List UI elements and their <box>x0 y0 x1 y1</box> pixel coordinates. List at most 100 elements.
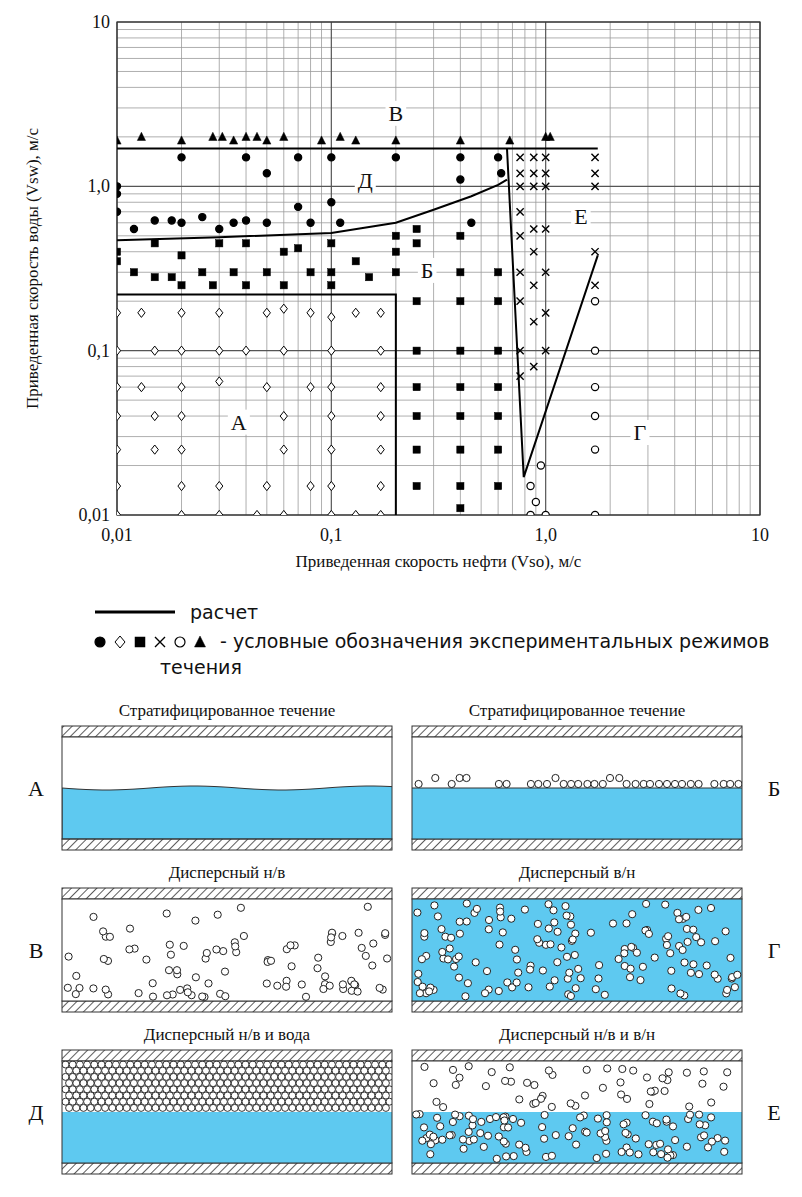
droplet <box>684 938 691 945</box>
data-point <box>495 298 502 305</box>
droplet <box>180 942 187 949</box>
data-point <box>457 505 464 512</box>
data-point <box>178 510 185 515</box>
minor-grid-y <box>117 37 760 38</box>
droplet <box>456 774 463 781</box>
pipe-bg <box>62 899 392 1001</box>
droplet <box>149 980 156 987</box>
droplet <box>595 975 602 982</box>
droplet <box>606 774 613 781</box>
droplet <box>482 1083 489 1090</box>
droplet <box>484 1132 491 1139</box>
data-point <box>377 383 384 392</box>
droplet <box>518 1119 525 1126</box>
droplet <box>452 1111 459 1118</box>
droplet <box>545 925 552 932</box>
droplet <box>594 1115 601 1122</box>
droplet <box>603 1150 610 1157</box>
droplet <box>663 780 670 787</box>
data-point <box>199 269 206 276</box>
droplet <box>102 986 109 993</box>
data-point <box>178 252 185 259</box>
data-point <box>457 298 464 305</box>
droplet <box>618 1148 625 1155</box>
droplet <box>665 1069 672 1076</box>
droplet <box>584 780 591 787</box>
minor-grid-y <box>117 193 760 194</box>
droplet <box>355 929 362 936</box>
droplet <box>469 1116 476 1123</box>
plot-frame <box>117 22 760 515</box>
data-point <box>591 154 598 161</box>
pipe-inner-frame <box>62 737 392 839</box>
data-point <box>151 240 158 247</box>
droplet <box>109 1104 116 1111</box>
droplet <box>102 1104 109 1111</box>
droplet <box>214 911 221 918</box>
droplet <box>354 988 361 995</box>
minor-grid-y <box>117 301 760 302</box>
data-point <box>216 225 223 232</box>
droplet <box>622 1129 629 1136</box>
droplet <box>455 974 462 981</box>
data-point <box>253 510 260 515</box>
data-point <box>117 190 121 197</box>
droplet <box>581 1092 588 1099</box>
droplet <box>695 906 702 913</box>
droplet <box>480 1143 487 1150</box>
data-point <box>542 347 549 354</box>
data-point <box>138 383 145 392</box>
droplet <box>558 944 565 951</box>
droplet <box>382 930 389 937</box>
data-point <box>117 248 121 255</box>
data-point <box>468 219 475 226</box>
droplet <box>619 1065 626 1072</box>
droplet <box>202 1104 209 1111</box>
droplet <box>460 1145 467 1152</box>
droplet <box>303 1104 310 1111</box>
droplet <box>320 985 327 992</box>
droplet <box>217 1104 224 1111</box>
droplet <box>563 912 570 919</box>
droplet <box>541 1111 548 1118</box>
droplet <box>616 774 623 781</box>
droplet <box>477 1130 484 1137</box>
droplet <box>485 926 492 933</box>
droplet <box>418 956 425 963</box>
droplet <box>524 1079 531 1086</box>
y-tick-label: 0,01 <box>79 505 111 525</box>
droplet <box>560 780 567 787</box>
diagram-letter: Б <box>768 776 781 801</box>
droplet <box>188 1104 195 1111</box>
droplet <box>522 1144 529 1151</box>
data-point <box>591 170 598 177</box>
droplet <box>421 1063 428 1070</box>
droplet <box>643 900 650 907</box>
data-point <box>178 411 185 420</box>
droplet <box>421 930 428 937</box>
droplet <box>65 953 72 960</box>
data-point <box>530 282 537 289</box>
droplet <box>567 1100 574 1107</box>
droplet <box>683 1069 690 1076</box>
droplet <box>362 952 369 959</box>
pipe-wall <box>412 1163 742 1174</box>
data-point <box>377 411 384 420</box>
droplet <box>346 1104 353 1111</box>
droplet <box>603 1112 610 1119</box>
droplet <box>626 1149 633 1156</box>
diagram-title: Дисперсный н/в и в/н <box>499 1025 655 1044</box>
droplet <box>591 780 598 787</box>
data-point <box>413 384 420 391</box>
data-point <box>457 176 464 183</box>
pipe-inner-frame <box>412 1061 742 1163</box>
droplet <box>632 780 639 787</box>
page: 0,010,11,0100,010,11,010Приведенная скор… <box>0 0 802 1197</box>
droplet <box>456 918 463 925</box>
data-point <box>295 245 302 252</box>
diagram-letter: А <box>28 776 44 801</box>
droplet <box>668 985 675 992</box>
droplet <box>632 1135 639 1142</box>
data-point <box>328 313 335 322</box>
data-point <box>542 170 549 177</box>
